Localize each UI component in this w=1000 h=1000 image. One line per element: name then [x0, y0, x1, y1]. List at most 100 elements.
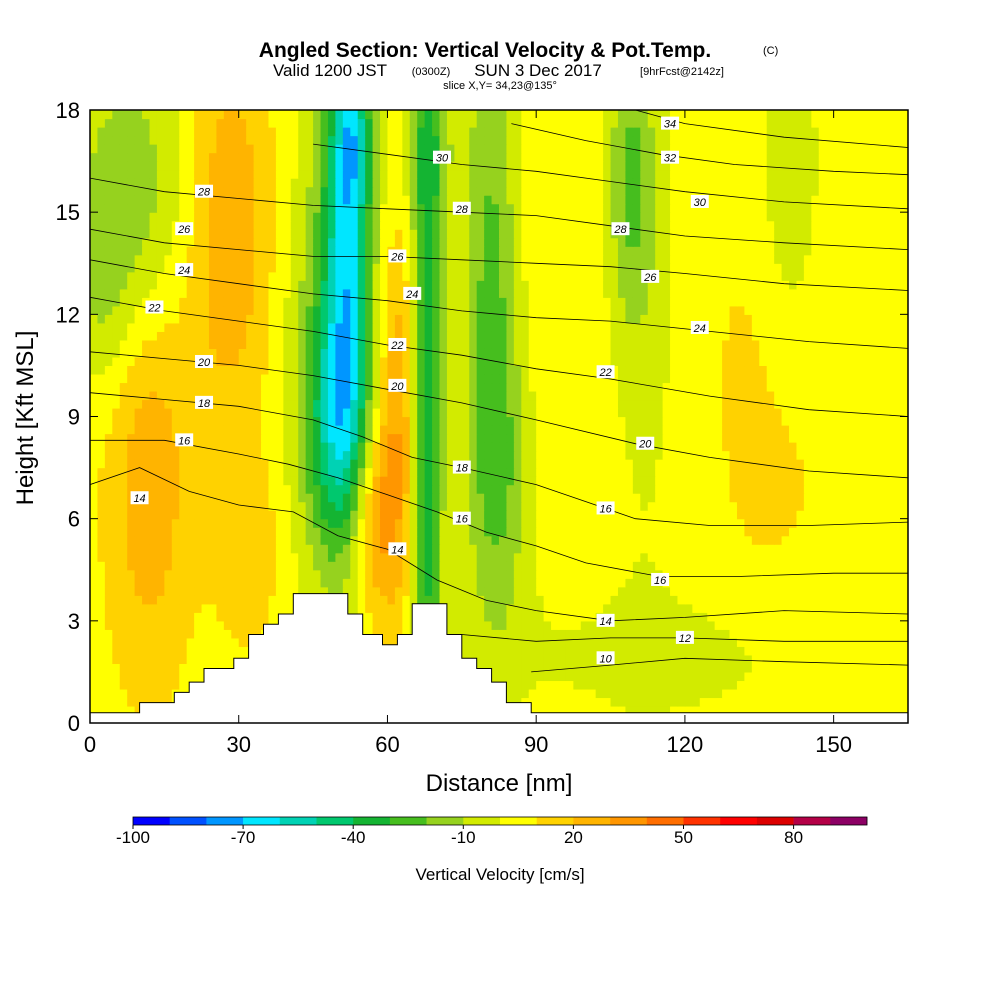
velocity-cell [90, 339, 99, 349]
velocity-cell [402, 356, 411, 367]
velocity-cell [246, 365, 255, 375]
velocity-cell [194, 544, 203, 554]
velocity-cell [536, 646, 545, 656]
velocity-cell [528, 467, 537, 477]
velocity-cell [283, 390, 292, 401]
velocity-cell [186, 442, 195, 452]
velocity-cell [841, 663, 850, 673]
velocity-cell [833, 467, 842, 477]
velocity-cell [543, 612, 552, 622]
velocity-cell [699, 544, 708, 554]
velocity-cell [246, 373, 255, 384]
velocity-cell [543, 484, 552, 494]
velocity-cell [885, 544, 894, 554]
velocity-cell [692, 535, 701, 545]
velocity-cell [439, 595, 448, 605]
velocity-cell [729, 663, 738, 673]
velocity-cell [186, 390, 195, 401]
velocity-cell [305, 442, 314, 452]
velocity-cell [119, 629, 128, 639]
velocity-cell [216, 603, 225, 613]
velocity-cell [684, 527, 693, 537]
velocity-cell [670, 450, 679, 460]
velocity-cell [208, 433, 218, 443]
velocity-cell [432, 365, 441, 375]
velocity-cell [261, 510, 270, 520]
velocity-cell [841, 544, 850, 554]
velocity-cell [543, 680, 552, 690]
velocity-cell [870, 484, 879, 494]
velocity-cell [268, 603, 277, 613]
velocity-cell [112, 620, 121, 630]
velocity-cell [171, 544, 180, 554]
velocity-cell [803, 612, 812, 622]
velocity-cell [744, 527, 753, 537]
velocity-cell [409, 552, 418, 562]
velocity-cell [551, 348, 560, 358]
velocity-cell [127, 399, 136, 409]
velocity-cell [580, 425, 589, 435]
velocity-cell [313, 544, 322, 554]
velocity-cell [692, 407, 701, 418]
velocity-cell [424, 467, 433, 477]
velocity-cell [201, 348, 210, 358]
velocity-cell [811, 663, 820, 673]
velocity-cell [283, 356, 292, 367]
velocity-cell [647, 680, 656, 690]
velocity-cell [387, 501, 396, 511]
velocity-cell [565, 705, 574, 716]
velocity-cell [506, 603, 515, 613]
velocity-cell [387, 416, 396, 426]
velocity-cell [551, 671, 560, 682]
velocity-cell [870, 339, 879, 349]
velocity-cell [149, 646, 158, 656]
velocity-cell [469, 569, 478, 579]
velocity-cell [119, 518, 128, 528]
velocity-cell [342, 484, 351, 494]
velocity-cell [142, 331, 151, 341]
velocity-cell [223, 373, 232, 384]
velocity-cell [417, 527, 426, 537]
velocity-cell [119, 433, 128, 443]
velocity-cell [97, 399, 106, 409]
velocity-cell [870, 637, 879, 647]
velocity-cell [893, 620, 902, 630]
velocity-cell [342, 518, 351, 528]
velocity-cell [722, 535, 731, 545]
velocity-cell [647, 407, 656, 418]
velocity-cell [588, 688, 597, 699]
velocity-cell [551, 637, 560, 647]
velocity-cell [499, 373, 508, 384]
velocity-cell [238, 416, 247, 426]
velocity-cell [476, 476, 485, 486]
velocity-cell [454, 535, 463, 545]
velocity-cell [476, 518, 485, 528]
velocity-cell [342, 450, 351, 460]
velocity-cell [97, 697, 106, 707]
velocity-cell [127, 544, 136, 554]
velocity-cell [774, 501, 783, 511]
velocity-cell [543, 620, 552, 630]
velocity-cell [469, 476, 478, 486]
velocity-cell [855, 697, 864, 707]
velocity-cell [156, 586, 165, 596]
velocity-cell [142, 527, 151, 537]
velocity-cell [223, 339, 232, 349]
velocity-cell [350, 552, 359, 562]
velocity-cell [803, 603, 812, 613]
velocity-cell [774, 680, 783, 690]
velocity-cell [677, 612, 686, 622]
velocity-cell [521, 646, 530, 656]
velocity-cell [759, 663, 768, 673]
velocity-cell [789, 620, 798, 630]
velocity-cell [610, 535, 619, 545]
velocity-cell [826, 510, 835, 520]
velocity-cell [164, 433, 173, 443]
velocity-cell [707, 705, 716, 716]
velocity-cell [588, 425, 597, 435]
velocity-cell [439, 544, 448, 554]
velocity-cell [484, 442, 493, 452]
velocity-cell [625, 476, 634, 486]
velocity-cell [387, 535, 396, 545]
velocity-cell [818, 476, 827, 486]
